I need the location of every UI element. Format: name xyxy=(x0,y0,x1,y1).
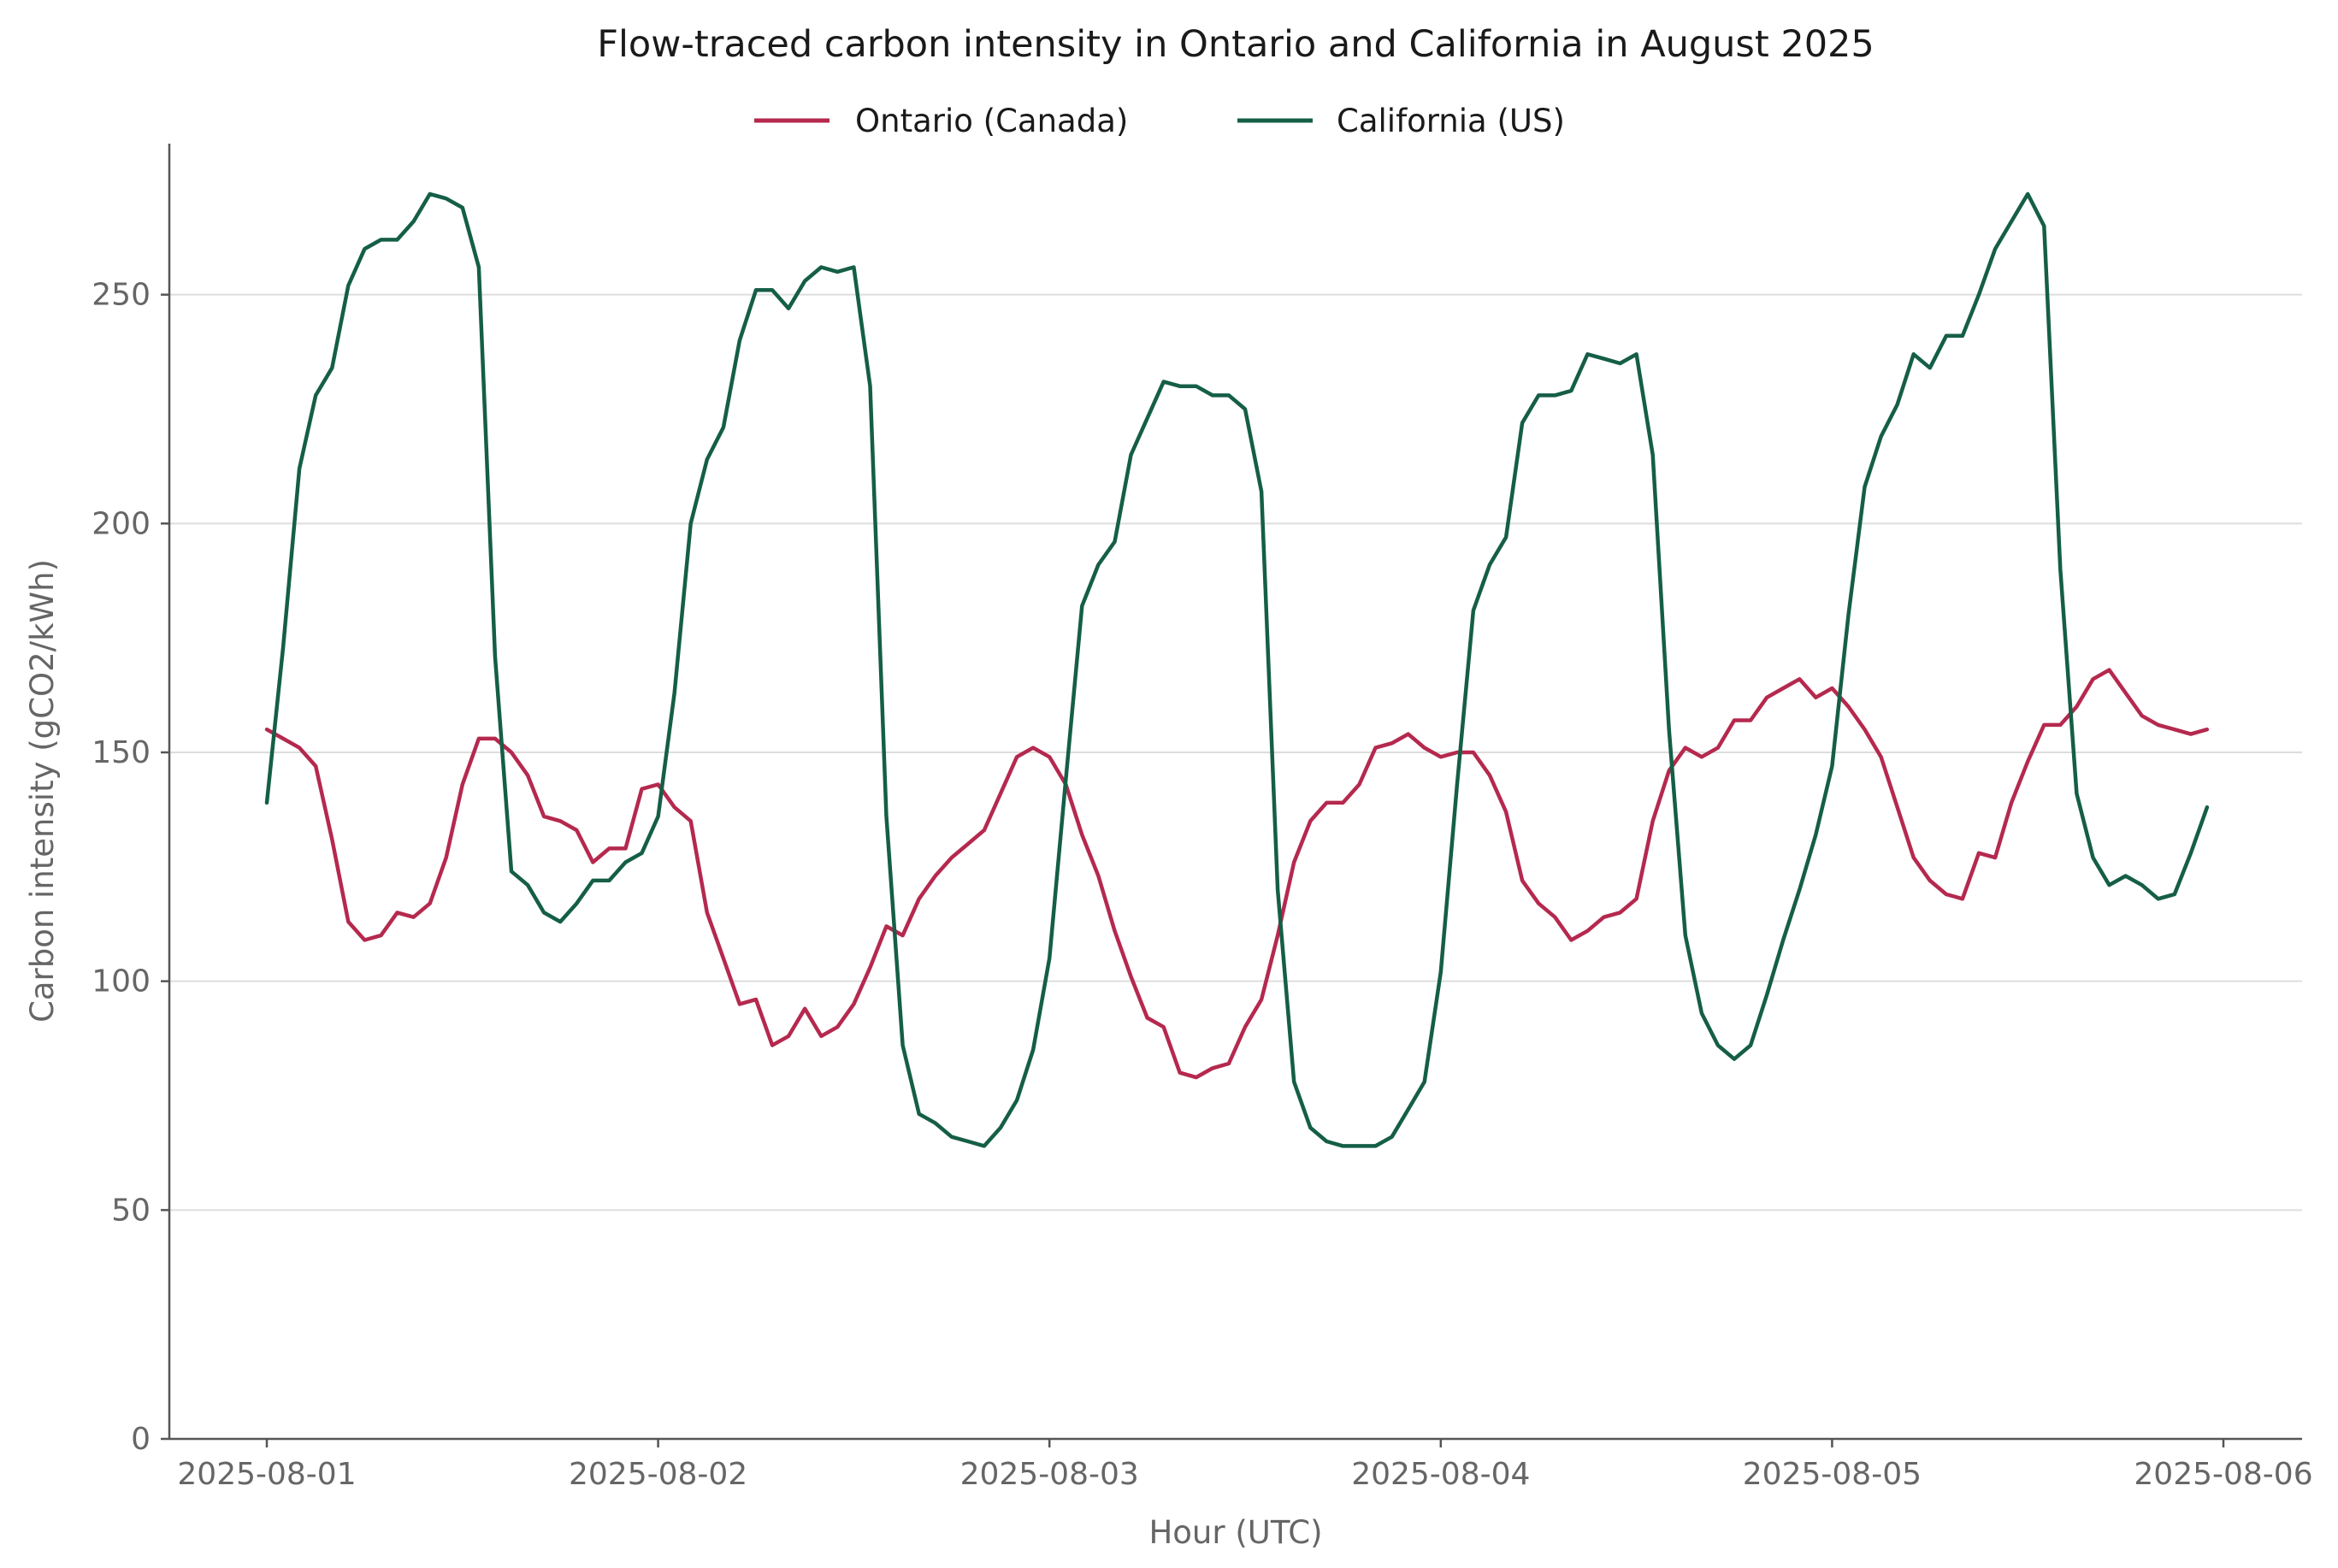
legend: Ontario (Canada) California (US) xyxy=(754,103,1565,139)
x-tick-label-2025-08-05: 2025-08-05 xyxy=(1743,1457,1922,1492)
y-tick-label-50: 50 xyxy=(111,1193,151,1228)
series-lines xyxy=(264,192,2210,1148)
y-tick-label-150: 150 xyxy=(92,735,151,770)
y-gridlines xyxy=(169,293,2302,1211)
legend-label-california: California (US) xyxy=(1337,103,1565,139)
y-ticks: 0 50 100 150 200 250 xyxy=(92,278,169,1457)
chart-title: Flow-traced carbon intensity in Ontario … xyxy=(597,23,1875,66)
y-tick-label-100: 100 xyxy=(92,964,151,999)
y-axis-label: Carbon intensity (gCO2/kWh) xyxy=(24,559,61,1023)
y-tick-label-0: 0 xyxy=(131,1422,151,1457)
x-tick-label-2025-08-03: 2025-08-03 xyxy=(960,1457,1139,1492)
x-tick-label-2025-08-01: 2025-08-01 xyxy=(177,1457,356,1492)
series-line-california xyxy=(264,192,2210,1148)
x-ticks: 2025-08-01 2025-08-02 2025-08-03 2025-08-04… xyxy=(177,1439,2313,1492)
x-tick-label-2025-08-04: 2025-08-04 xyxy=(1351,1457,1530,1492)
series-line-ontario xyxy=(264,668,2210,1080)
x-tick-label-2025-08-02: 2025-08-02 xyxy=(569,1457,747,1492)
y-tick-label-200: 200 xyxy=(92,506,151,541)
x-tick-label-2025-08-06: 2025-08-06 xyxy=(2134,1457,2312,1492)
legend-label-ontario: Ontario (Canada) xyxy=(855,103,1128,139)
x-axis-label: Hour (UTC) xyxy=(1148,1514,1322,1551)
y-tick-label-250: 250 xyxy=(92,278,151,313)
